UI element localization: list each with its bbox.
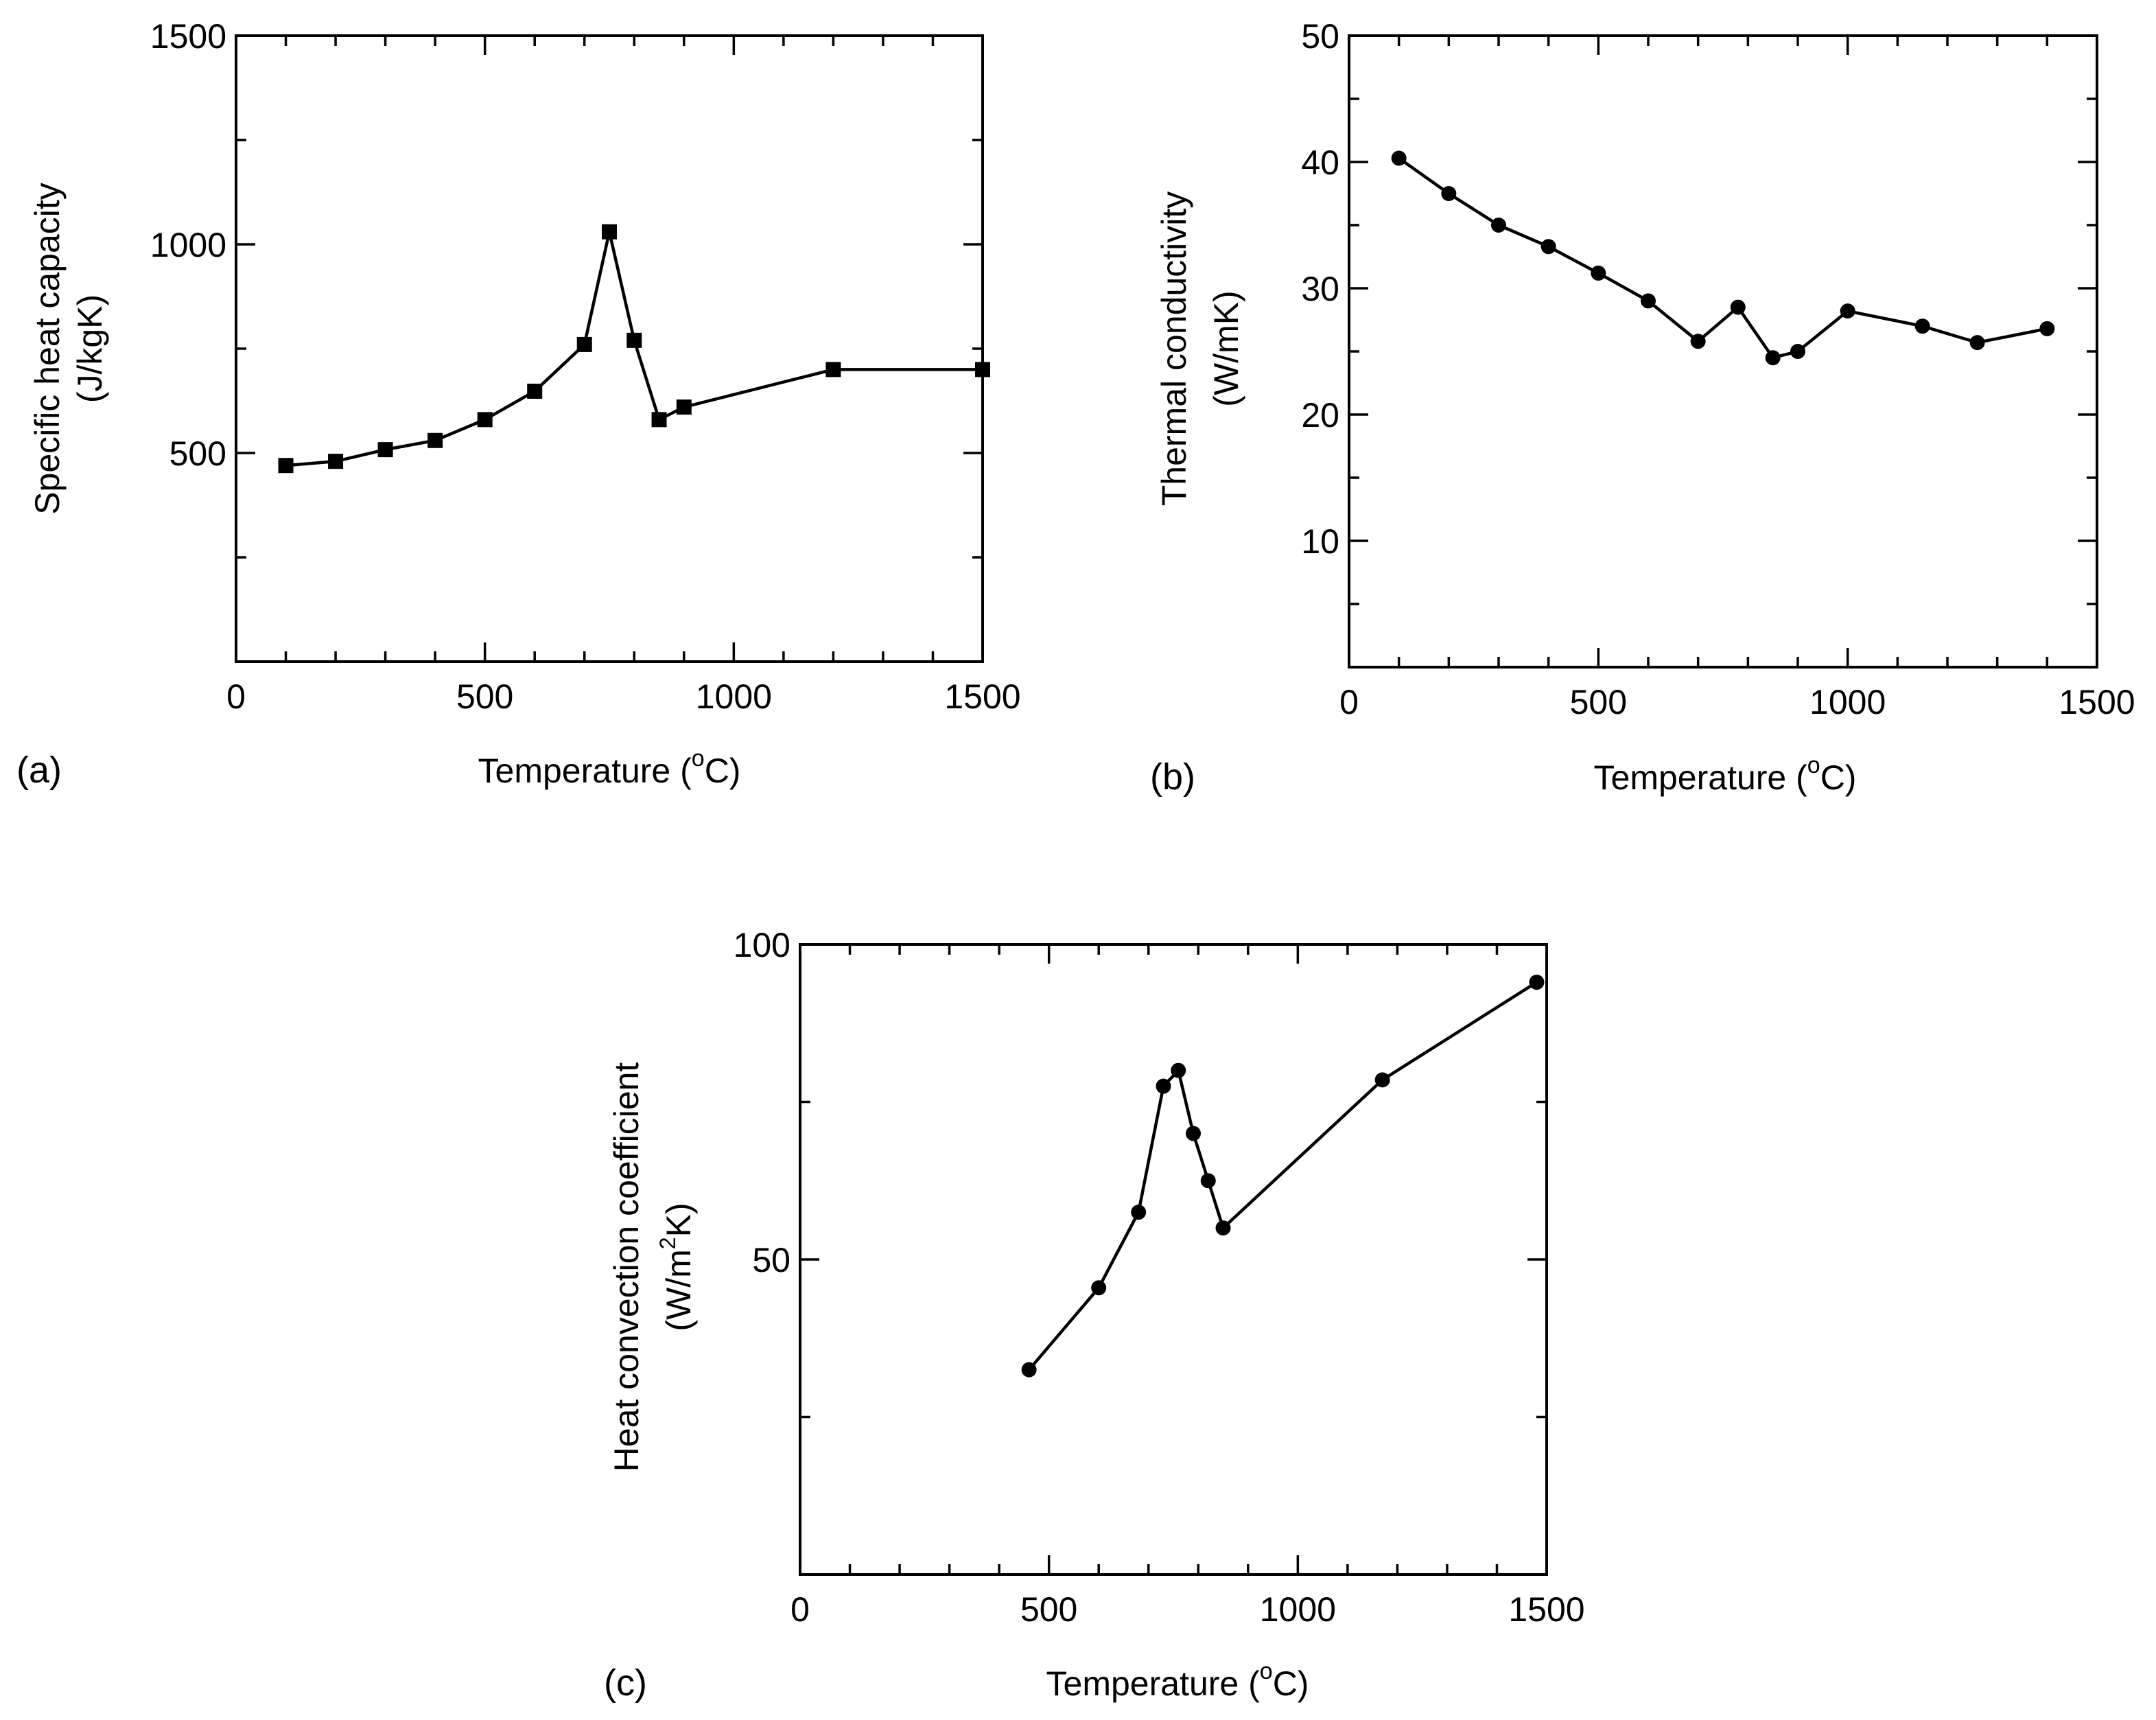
data-point [328,454,344,469]
data-point [1491,218,1506,233]
chart-panel-a: 0 500 1000 1500 500 1000 1500 Temperature (oC… [16,17,1021,791]
plot-area-frame [1348,34,2098,669]
plot-area-frame [799,943,1548,1576]
y-tick-labels: 10 20 30 40 50 [1301,17,1339,561]
data-point [427,432,443,448]
data-point [1441,186,1457,201]
y-tick-label: 10 [1301,522,1339,561]
y-tick-labels: 500 1000 1500 [150,17,226,473]
y-tick-label: 1500 [150,17,226,56]
panel-label: (c) [604,1662,647,1704]
data-point [1200,1173,1216,1189]
y-axis-title: Heat convection coefficient [607,1062,646,1472]
axis-ticks [235,34,984,663]
data-point [1529,975,1545,990]
data-point [1730,299,1746,315]
data-point [1790,344,1805,359]
data-point [975,362,990,377]
data-point [602,224,617,240]
x-axis-title: Temperature (oC) [1594,752,1857,797]
x-tick-label: 500 [456,677,513,716]
y-tick-label: 50 [1301,17,1339,56]
y-tick-label: 100 [734,926,790,964]
data-markers [1391,150,2055,366]
axis-ticks [1348,34,2098,669]
y-axis-title: Thermal conductivity [1155,191,1193,507]
x-tick-label: 0 [790,1590,810,1629]
y-tick-label: 30 [1301,270,1339,308]
data-point [1021,1362,1037,1378]
x-tick-label: 1000 [696,677,772,716]
chart-panel-b: 0 500 1000 1500 10 20 30 40 50 Temperature (oC)… [1150,17,2135,798]
x-tick-labels: 0 500 1000 1500 [1339,683,2135,721]
data-point [278,458,294,474]
data-point [1591,265,1606,281]
y-tick-label: 20 [1301,396,1339,434]
data-point [1765,350,1781,366]
data-point [1171,1062,1186,1078]
data-point [2039,321,2055,336]
data-point [1969,335,1985,351]
data-point [527,384,543,399]
y-tick-labels: 50 100 [734,926,790,1279]
data-point [1840,303,1855,319]
data-point [1131,1205,1147,1220]
panel-label: (a) [16,749,62,791]
data-point [477,412,493,428]
axis-ticks [799,943,1548,1576]
data-point [1641,293,1656,309]
data-point [1540,239,1556,255]
panel-label: (b) [1150,756,1195,798]
data-point [1215,1220,1231,1236]
data-markers [1021,975,1545,1378]
y-tick-label: 500 [169,434,226,473]
data-point [377,442,393,458]
y-tick-label: 40 [1301,143,1339,182]
x-tick-label: 1000 [1260,1590,1336,1629]
x-axis-title: Temperature (oC) [478,745,741,790]
y-axis-unit: (W/m2K) [655,1202,698,1331]
data-point [1186,1126,1202,1141]
data-point [626,332,642,348]
y-tick-label: 1000 [150,226,226,264]
series-line [1398,156,2048,360]
x-tick-label: 1000 [1809,683,1886,721]
x-tick-label: 0 [1339,683,1359,721]
x-tick-label: 1500 [2059,683,2135,721]
data-point [1914,318,1930,334]
y-tick-label: 50 [752,1241,790,1279]
data-point [1690,334,1706,349]
chart-panel-c: 0 500 1000 1500 50 100 Temperature (oC) Heat… [604,926,1585,1704]
x-tick-label: 0 [226,677,246,716]
series-line [1027,981,1538,1371]
x-tick-labels: 0 500 1000 1500 [226,677,1021,716]
data-point [651,412,667,428]
y-axis-unit: (W/mK) [1207,290,1245,406]
y-axis-title: Specific heat capacity [28,183,67,515]
x-tick-label: 1500 [1508,1590,1584,1629]
x-tick-label: 500 [1570,683,1627,721]
data-point [1374,1072,1390,1088]
data-point [576,336,592,352]
data-point [1091,1280,1107,1296]
data-point [676,399,692,415]
data-point [1156,1078,1171,1094]
y-axis-unit: (J/kgK) [71,294,109,403]
data-point [825,362,841,377]
x-tick-label: 500 [1020,1590,1077,1629]
series-line [285,231,983,467]
data-point [1391,150,1407,166]
plot-area-frame [235,34,984,663]
x-tick-labels: 0 500 1000 1500 [790,1590,1585,1629]
x-tick-label: 1500 [944,677,1020,716]
x-axis-title: Temperature (oC) [1046,1658,1309,1703]
data-markers [278,224,990,474]
